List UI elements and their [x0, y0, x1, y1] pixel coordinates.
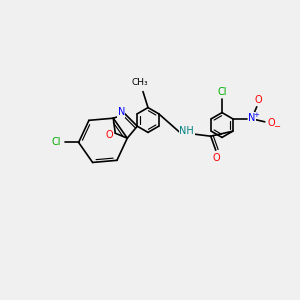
- Text: O: O: [213, 153, 220, 163]
- Text: N: N: [118, 107, 125, 117]
- Text: NH: NH: [179, 126, 194, 136]
- Text: N: N: [248, 113, 255, 123]
- Text: +: +: [253, 112, 259, 118]
- Text: O: O: [105, 130, 113, 140]
- Text: Cl: Cl: [52, 137, 62, 147]
- Text: O: O: [268, 118, 276, 128]
- Text: −: −: [273, 122, 280, 131]
- Text: Cl: Cl: [217, 87, 227, 97]
- Text: O: O: [255, 95, 262, 105]
- Text: CH₃: CH₃: [132, 78, 148, 87]
